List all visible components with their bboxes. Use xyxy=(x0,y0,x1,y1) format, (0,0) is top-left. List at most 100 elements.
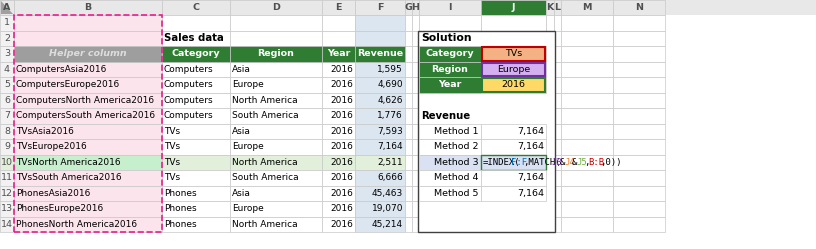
Bar xyxy=(554,139,561,154)
Text: 2016: 2016 xyxy=(330,189,353,198)
Bar xyxy=(230,46,322,62)
Bar xyxy=(405,30,412,46)
Bar xyxy=(554,15,561,30)
Text: ComputersNorth America2016: ComputersNorth America2016 xyxy=(16,96,154,105)
Text: Europe: Europe xyxy=(232,204,264,213)
Text: B: B xyxy=(84,3,91,12)
Text: 7,164: 7,164 xyxy=(517,189,544,198)
Bar xyxy=(322,30,355,46)
Bar xyxy=(613,92,665,108)
Text: 2016: 2016 xyxy=(330,204,353,213)
Bar xyxy=(546,124,554,139)
Bar xyxy=(554,170,561,186)
Bar xyxy=(322,154,355,170)
Bar xyxy=(355,92,405,108)
Text: E: E xyxy=(335,3,342,12)
Text: J5: J5 xyxy=(576,158,587,167)
Bar xyxy=(322,108,355,124)
Bar xyxy=(561,46,613,62)
Text: 4,690: 4,690 xyxy=(377,80,403,89)
Bar xyxy=(561,77,613,92)
Bar xyxy=(0,154,14,170)
Bar xyxy=(162,108,230,124)
Bar xyxy=(0,216,14,232)
Text: 6: 6 xyxy=(4,96,10,105)
Bar xyxy=(14,201,162,216)
Text: 45,214: 45,214 xyxy=(372,220,403,229)
Text: L: L xyxy=(555,3,561,12)
Text: 9: 9 xyxy=(4,142,10,151)
Bar xyxy=(14,15,162,30)
Bar xyxy=(481,46,546,62)
Text: H: H xyxy=(411,3,419,12)
Bar xyxy=(0,139,14,154)
Text: &: & xyxy=(560,158,565,167)
Bar xyxy=(230,154,322,170)
Bar xyxy=(554,77,561,92)
Text: Europe: Europe xyxy=(232,142,264,151)
Text: 19,070: 19,070 xyxy=(371,204,403,213)
Bar xyxy=(14,216,162,232)
Bar xyxy=(162,46,230,62)
Bar xyxy=(481,30,546,46)
Text: Method 2: Method 2 xyxy=(434,142,479,151)
Text: Category: Category xyxy=(426,49,474,58)
Bar xyxy=(355,124,405,139)
Bar xyxy=(405,15,412,30)
Bar xyxy=(613,46,665,62)
Text: Region: Region xyxy=(432,65,468,74)
Text: Computers: Computers xyxy=(164,111,214,120)
Bar xyxy=(481,186,546,201)
Text: TVs: TVs xyxy=(164,142,180,151)
Bar xyxy=(554,186,561,201)
Text: North America: North America xyxy=(232,158,298,167)
Bar xyxy=(613,0,665,15)
Polygon shape xyxy=(1,1,13,14)
Text: 2016: 2016 xyxy=(330,65,353,74)
Text: TVs: TVs xyxy=(164,158,180,167)
Bar xyxy=(554,108,561,124)
Bar xyxy=(419,154,481,170)
Bar xyxy=(554,62,561,77)
Bar xyxy=(322,15,355,30)
Bar xyxy=(162,170,230,186)
Bar xyxy=(322,216,355,232)
Bar xyxy=(162,92,230,108)
Text: Asia: Asia xyxy=(232,127,251,136)
Bar xyxy=(355,216,405,232)
Bar xyxy=(613,15,665,30)
Bar xyxy=(419,170,481,186)
Bar xyxy=(554,216,561,232)
Text: F:F: F:F xyxy=(512,158,527,167)
Bar xyxy=(0,186,14,201)
Bar xyxy=(561,30,613,46)
Bar xyxy=(355,186,405,201)
Bar xyxy=(162,216,230,232)
Bar xyxy=(481,186,546,201)
Bar xyxy=(162,15,230,30)
Bar xyxy=(14,108,162,124)
Bar xyxy=(481,46,546,62)
Text: 1: 1 xyxy=(4,18,10,27)
Bar xyxy=(322,139,355,154)
Bar xyxy=(613,201,665,216)
Bar xyxy=(554,124,561,139)
Bar xyxy=(0,30,14,46)
Text: ComputersEurope2016: ComputersEurope2016 xyxy=(16,80,120,89)
Bar xyxy=(546,46,554,62)
Text: Europe: Europe xyxy=(497,65,530,74)
Text: TVs: TVs xyxy=(505,49,522,58)
Bar xyxy=(481,124,546,139)
Text: TVsAsia2016: TVsAsia2016 xyxy=(16,127,74,136)
Bar xyxy=(561,216,613,232)
Bar xyxy=(419,154,481,170)
Text: ,: , xyxy=(584,158,590,167)
Bar xyxy=(162,46,230,62)
Bar xyxy=(481,139,546,154)
Bar xyxy=(405,62,412,77)
Bar xyxy=(0,77,14,92)
Bar xyxy=(355,170,405,186)
Bar xyxy=(322,46,355,62)
Bar xyxy=(613,170,665,186)
Bar xyxy=(419,77,481,92)
